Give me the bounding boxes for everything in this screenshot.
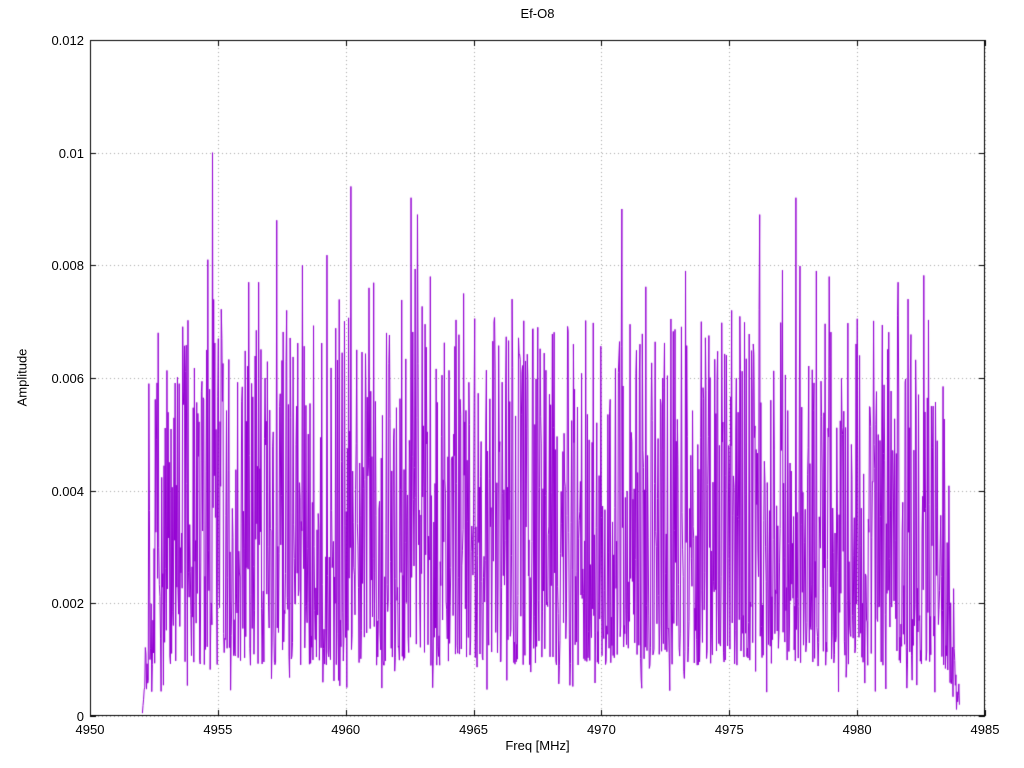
x-tick-label: 4985 xyxy=(970,722,1000,737)
x-tick-label: 4980 xyxy=(842,722,872,737)
x-tick-label: 4975 xyxy=(714,722,744,737)
x-tick-label: 4965 xyxy=(459,722,489,737)
y-tick-label: 0 xyxy=(76,709,84,724)
x-tick-label: 4955 xyxy=(203,722,233,737)
y-tick-label: 0.004 xyxy=(51,483,84,499)
y-tick-label: 0.01 xyxy=(58,145,84,161)
x-tick-label: 4950 xyxy=(75,722,105,737)
x-tick-label: 4970 xyxy=(586,722,616,737)
y-tick-label: 0.008 xyxy=(51,258,84,274)
chart-title: Ef-O8 xyxy=(520,6,555,21)
y-tick-label: 0.002 xyxy=(51,596,84,612)
x-axis-label: Freq [MHz] xyxy=(505,738,570,753)
y-tick-label: 0.006 xyxy=(51,371,84,386)
y-tick-label: 0.012 xyxy=(51,33,84,48)
x-tick-label: 4960 xyxy=(331,722,361,737)
